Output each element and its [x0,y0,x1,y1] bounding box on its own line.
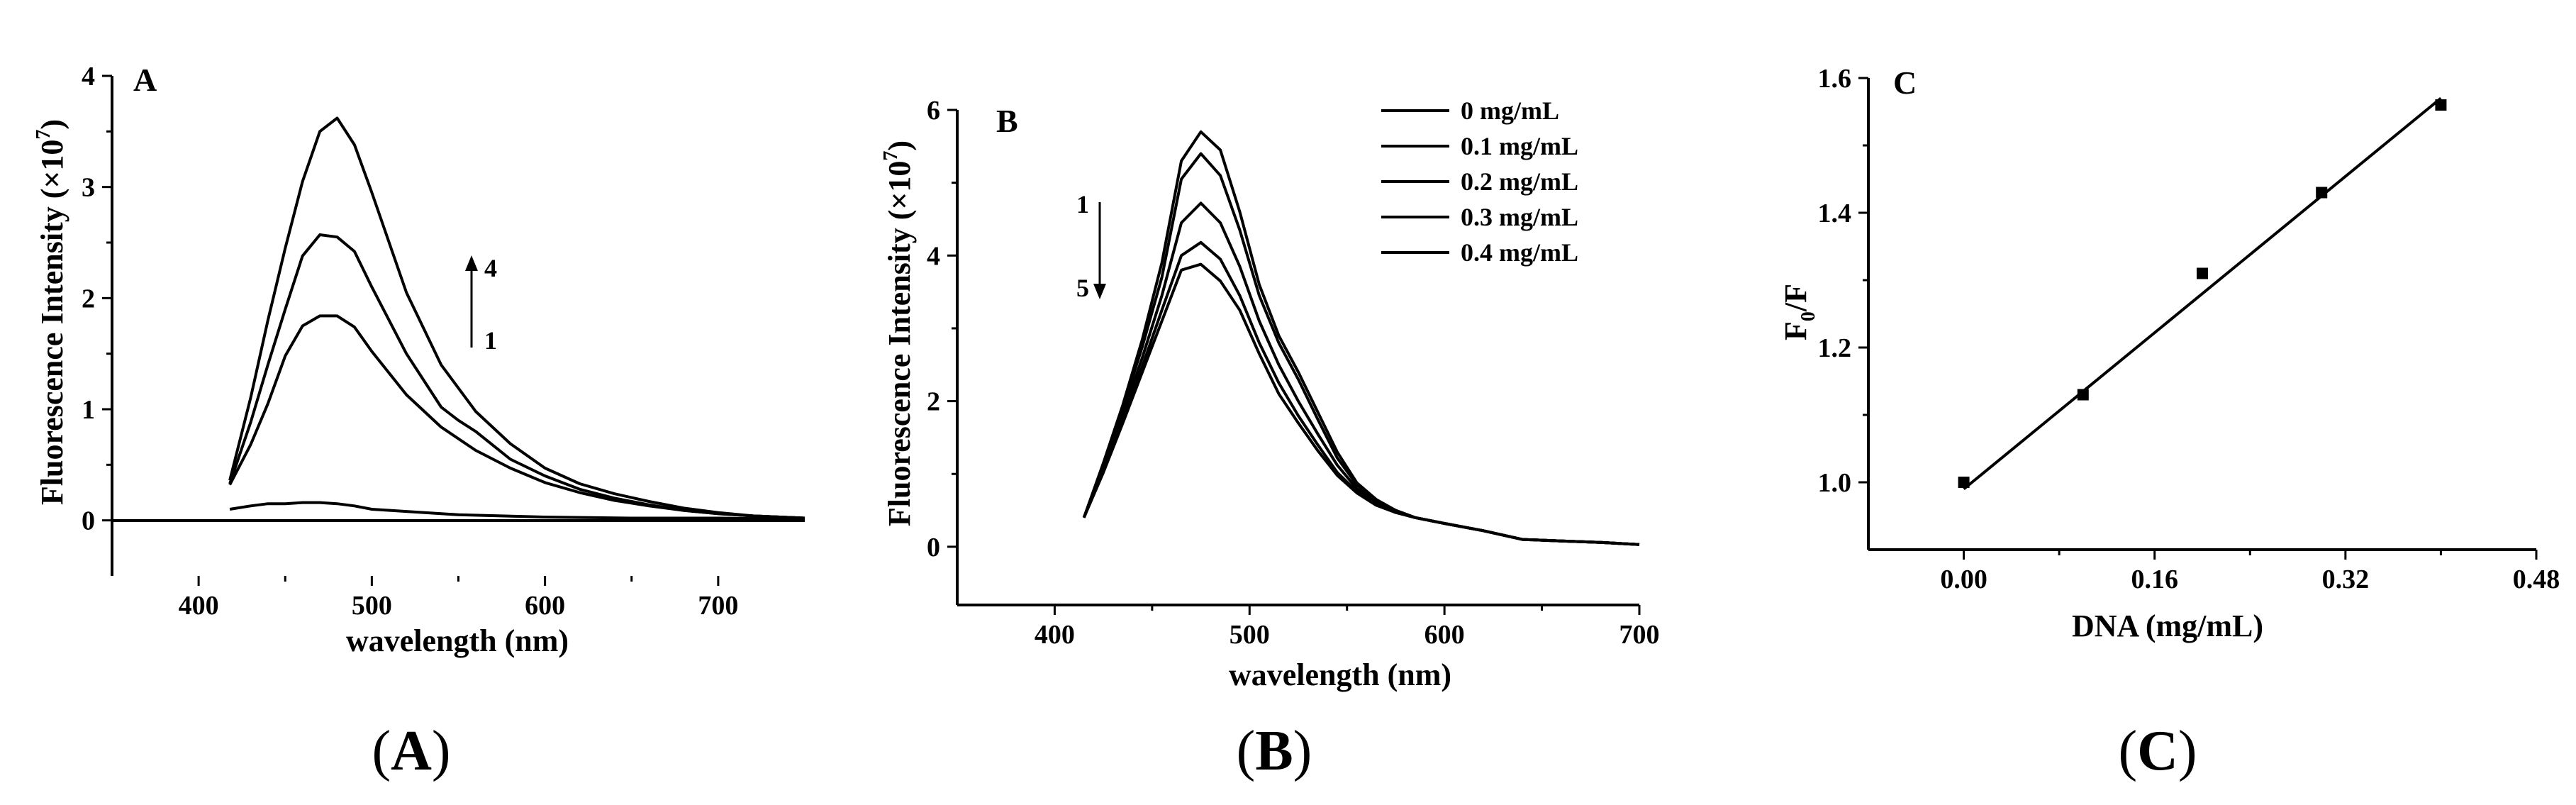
panel-c-x-tick-label: 0.16 [2131,565,2178,594]
panel-c-fit [1963,96,2442,491]
data-point [2197,267,2208,279]
panel-b-x-tick-label: 600 [1424,620,1465,650]
data-point [1958,477,1970,488]
caption-b: (B) [1237,720,1312,782]
panel-b-y-tick-label: 0 [927,533,940,562]
panel-b-axes [956,110,1639,606]
caption-c-letter: C [2137,720,2178,782]
panel-a-y-tick-label: 4 [82,62,95,91]
panel-b-y-tick-label: 4 [927,241,940,271]
data-point [2435,99,2447,111]
legend-item: 0 mg/mL [1381,96,1559,125]
panel-c-y-title-sub: 0 [1797,311,1819,321]
panel-b-y-title: Fluorescence Intensity (×107) [880,140,917,526]
caption-b-letter: B [1255,720,1293,782]
panel-c-x-title: DNA (mg/mL) [2072,609,2263,643]
series-line [228,116,805,520]
legend-item: 0.3 mg/mL [1381,203,1578,231]
legend-label: 0.3 mg/mL [1461,203,1578,231]
panel-b-label: B [996,103,1018,139]
panel-c-x-tick-label: 0.48 [2513,565,2560,594]
panel-c-y-tick-label: 1.4 [1818,199,1852,228]
panel-c-y-title: F0/F [1778,284,1819,340]
panel-c-y-tick-label: 1.6 [1818,64,1852,94]
series-line [1082,240,1640,546]
panel-c-y-title-main: F [1778,321,1813,340]
panel-b-ticks: 400 500 600 700 0 2 4 6 [927,96,1660,650]
panel-c-y-tick-label: 1.2 [1818,333,1852,363]
panel-c-x-tick-label: 0.32 [2322,565,2370,594]
panel-c-x-tick-label: 0.00 [1940,565,1987,594]
panel-b-arrow [1093,202,1106,299]
panel-c: 0.00 0.16 0.32 0.48 1.0 1.2 1.4 1.6 C DNA (mg/m… [1778,64,2560,643]
panel-b-legend: 0 mg/mL 0.1 mg/mL 0.2 mg/mL 0.3 mg/mL 0.… [1381,96,1578,267]
legend-item: 0.4 mg/mL [1381,238,1578,267]
panel-b-x-tick-label: 700 [1619,620,1660,650]
panel-b-series [1082,130,1640,546]
panel-b-arrow-label-bottom: 5 [1076,274,1089,302]
panel-b-y-tick-label: 6 [927,96,940,126]
fit-line [1963,96,2442,491]
series-line [229,501,805,521]
panel-a-ticks: 400 500 600 700 0 1 2 3 4 [82,62,738,621]
panel-a-series [228,116,805,521]
legend-item: 0.1 mg/mL [1381,132,1578,160]
panel-a-y-title-close: ) [35,119,69,130]
panel-a-y-title-main: Fluorescence Intensity (×10 [35,140,69,506]
panel-a-arrow [465,255,478,348]
panel-b-arrow-label-top: 1 [1076,190,1089,218]
panel-b-y-title-close: ) [882,140,917,151]
panel-a-label: A [133,62,157,98]
panel-c-y-title-tail: /F [1778,284,1813,312]
panel-c-ticks: 0.00 0.16 0.32 0.48 1.0 1.2 1.4 1.6 [1818,64,2560,594]
panel-a-x-tick-label: 500 [352,591,392,621]
legend-label: 0 mg/mL [1461,96,1559,125]
panel-a-arrow-label-bottom: 1 [484,326,497,355]
panel-b-x-tick-label: 500 [1230,620,1270,650]
panel-b-x-title: wavelength (nm) [1229,657,1451,692]
legend-label: 0.2 mg/mL [1461,167,1578,196]
panel-a-y-tick-label: 2 [82,284,95,313]
panel-a-y-title: Fluorescence Intensity (×107) [33,119,69,505]
legend-label: 0.4 mg/mL [1461,238,1578,267]
caption-a: (A) [372,720,450,782]
panel-b-y-title-exp: 7 [880,151,902,161]
panel-c-label: C [1893,65,1917,101]
series-line [1082,262,1640,546]
panel-a-y-tick-label: 1 [82,395,95,425]
panel-c-axes [1867,78,2536,551]
panel-c-points [1958,99,2447,488]
panel-b-x-tick-label: 400 [1035,620,1075,650]
panel-c-y-tick-label: 1.0 [1818,468,1852,498]
panel-a-x-tick-label: 700 [698,591,738,621]
caption-c: (C) [2118,720,2197,782]
panel-a-y-tick-label: 3 [82,173,95,203]
panel-a-axes [111,76,805,576]
data-point [2316,187,2328,199]
data-point [2077,389,2089,401]
panel-a-y-tick-label: 0 [82,506,95,536]
caption-a-letter: A [391,720,432,782]
panel-a-x-tick-label: 600 [525,591,565,621]
panel-b: 400 500 600 700 0 2 4 6 B 1 5 0 mg/mL 0.1 mg/mL… [880,96,1660,692]
series-line [228,314,805,520]
panel-a-y-title-exp: 7 [33,130,55,140]
panel-a-x-tick-label: 400 [179,591,219,621]
panel-a-x-title: wavelength (nm) [346,623,569,658]
panel-b-y-tick-label: 2 [927,387,940,417]
legend-item: 0.2 mg/mL [1381,167,1578,196]
series-line [228,233,805,520]
panel-b-y-title-main: Fluorescence Intensity (×10 [882,161,917,527]
legend-label: 0.1 mg/mL [1461,132,1578,160]
panel-a-arrow-label-top: 4 [484,254,497,282]
